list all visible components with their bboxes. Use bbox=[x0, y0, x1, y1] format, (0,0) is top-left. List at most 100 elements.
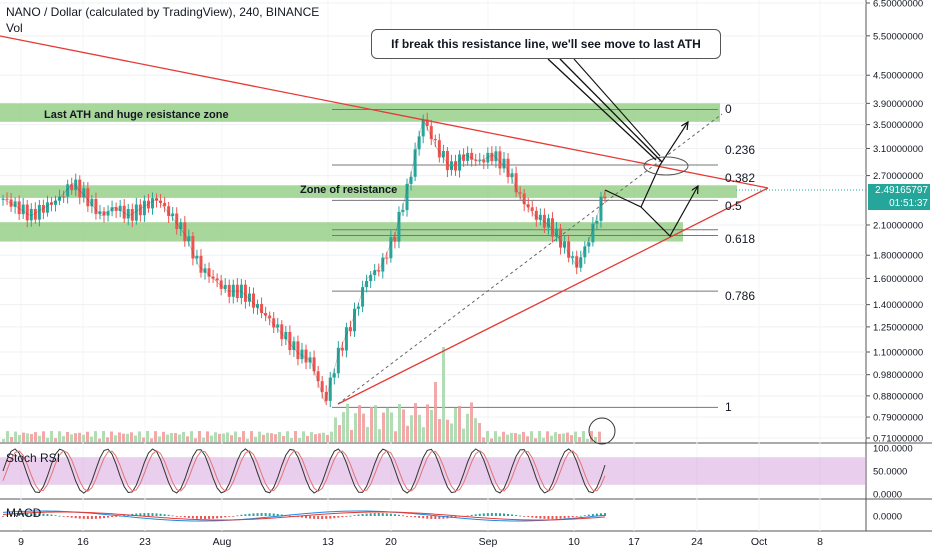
candle-body bbox=[21, 204, 25, 215]
price-axis-label: 5.50000000 bbox=[873, 31, 923, 42]
fib-label-0: 0 bbox=[725, 102, 732, 116]
macd-histogram-bar bbox=[208, 516, 211, 519]
candle-body bbox=[324, 391, 328, 401]
callout-pointer-b bbox=[559, 58, 663, 163]
macd-histogram-bar bbox=[414, 516, 417, 518]
volume-bar bbox=[218, 433, 221, 442]
volume-bar bbox=[134, 435, 137, 442]
candle-body bbox=[219, 280, 223, 289]
volume-bar bbox=[138, 431, 141, 442]
volume-bar bbox=[350, 429, 353, 442]
candle-body bbox=[45, 202, 49, 213]
volume-bar bbox=[558, 433, 561, 442]
volume-bar bbox=[238, 437, 241, 442]
macd-histogram-bar bbox=[393, 514, 396, 516]
volume-bar bbox=[502, 431, 505, 442]
volume-bar bbox=[394, 431, 397, 442]
candle-body bbox=[102, 211, 106, 216]
projection-path-alt bbox=[640, 186, 698, 237]
volume-bar bbox=[358, 405, 361, 442]
candle-body bbox=[369, 275, 373, 282]
candle-body bbox=[474, 159, 478, 161]
candle-body bbox=[231, 284, 235, 297]
volume-bar bbox=[422, 427, 425, 442]
time-axis-label: 24 bbox=[691, 536, 703, 548]
volume-bar bbox=[126, 433, 129, 442]
candle-body bbox=[159, 200, 163, 203]
volume-bar bbox=[578, 437, 581, 442]
callout-annotation[interactable]: If break this resistance line, we'll see… bbox=[371, 29, 721, 59]
volume-bar bbox=[94, 431, 97, 442]
macd-histogram-bar bbox=[252, 513, 255, 516]
volume-bar bbox=[526, 436, 529, 442]
macd-histogram-bar bbox=[523, 516, 526, 517]
candle-body bbox=[126, 209, 130, 219]
candle-body bbox=[437, 140, 441, 158]
macd-histogram-bar bbox=[507, 513, 510, 516]
volume-bar bbox=[18, 435, 21, 442]
candle-body bbox=[78, 179, 82, 198]
macd-label: MACD bbox=[6, 506, 42, 520]
volume-bar bbox=[562, 433, 565, 442]
macd-histogram-bar bbox=[321, 516, 324, 519]
volume-bar bbox=[178, 434, 181, 442]
candle-body bbox=[550, 218, 554, 237]
candle-body bbox=[171, 213, 175, 217]
macd-histogram-bar bbox=[26, 513, 29, 516]
volume-highlight-circle bbox=[588, 417, 616, 445]
volume-bar bbox=[170, 432, 173, 442]
volume-bar bbox=[426, 404, 429, 442]
candle-body bbox=[425, 119, 429, 126]
price-axis-label: 1.80000000 bbox=[873, 251, 923, 262]
macd-histogram-bar bbox=[434, 516, 437, 519]
fib-label-0382: 0.382 bbox=[725, 171, 756, 185]
candle-body bbox=[599, 196, 603, 221]
candle-body bbox=[340, 347, 344, 351]
volume-bar bbox=[554, 432, 557, 442]
macd-histogram-bar bbox=[454, 516, 457, 518]
candle-body bbox=[542, 214, 546, 228]
candle-body bbox=[94, 198, 98, 215]
volume-bar bbox=[246, 438, 249, 442]
macd-histogram-bar bbox=[179, 516, 182, 517]
volume-bar bbox=[50, 431, 53, 442]
candle-body bbox=[155, 198, 159, 201]
volume-bar bbox=[74, 433, 77, 442]
stoch-axis-label: 0.0000 bbox=[873, 490, 902, 501]
macd-histogram-bar bbox=[575, 516, 578, 517]
volume-bar bbox=[38, 435, 41, 442]
volume-bar bbox=[114, 435, 117, 442]
last-price-badge: 2.49165797 bbox=[868, 184, 930, 197]
candle-body bbox=[449, 161, 453, 171]
price-axis-label: 1.40000000 bbox=[873, 300, 923, 311]
time-axis-label: 8 bbox=[817, 536, 823, 548]
price-axis-label: 0.98000000 bbox=[873, 370, 923, 381]
volume-bar bbox=[322, 432, 325, 442]
macd-histogram-bar bbox=[66, 516, 69, 518]
volume-bar bbox=[262, 434, 265, 442]
macd-histogram-bar bbox=[349, 515, 352, 517]
candle-body bbox=[344, 327, 348, 351]
candle-body bbox=[114, 207, 118, 211]
macd-histogram-bar bbox=[123, 515, 126, 516]
candle-body bbox=[134, 204, 138, 221]
macd-axis-label: 0.0000 bbox=[873, 512, 902, 523]
volume-bar bbox=[542, 437, 545, 442]
candle-body bbox=[66, 184, 70, 197]
candle-body bbox=[130, 209, 134, 221]
volume-bar bbox=[446, 419, 449, 442]
price-axis-label: 1.60000000 bbox=[873, 274, 923, 285]
candle-body bbox=[555, 228, 559, 237]
macd-histogram-bar bbox=[539, 516, 542, 519]
candle-body bbox=[227, 284, 231, 297]
macd-histogram-bar bbox=[54, 515, 57, 516]
volume-bar bbox=[442, 347, 445, 442]
volume-bar bbox=[98, 438, 101, 442]
macd-histogram-bar bbox=[98, 516, 101, 519]
candle-body bbox=[579, 257, 583, 268]
macd-signal-line bbox=[2, 511, 606, 521]
volume-bar bbox=[90, 436, 93, 442]
macd-histogram-bar bbox=[494, 513, 497, 516]
